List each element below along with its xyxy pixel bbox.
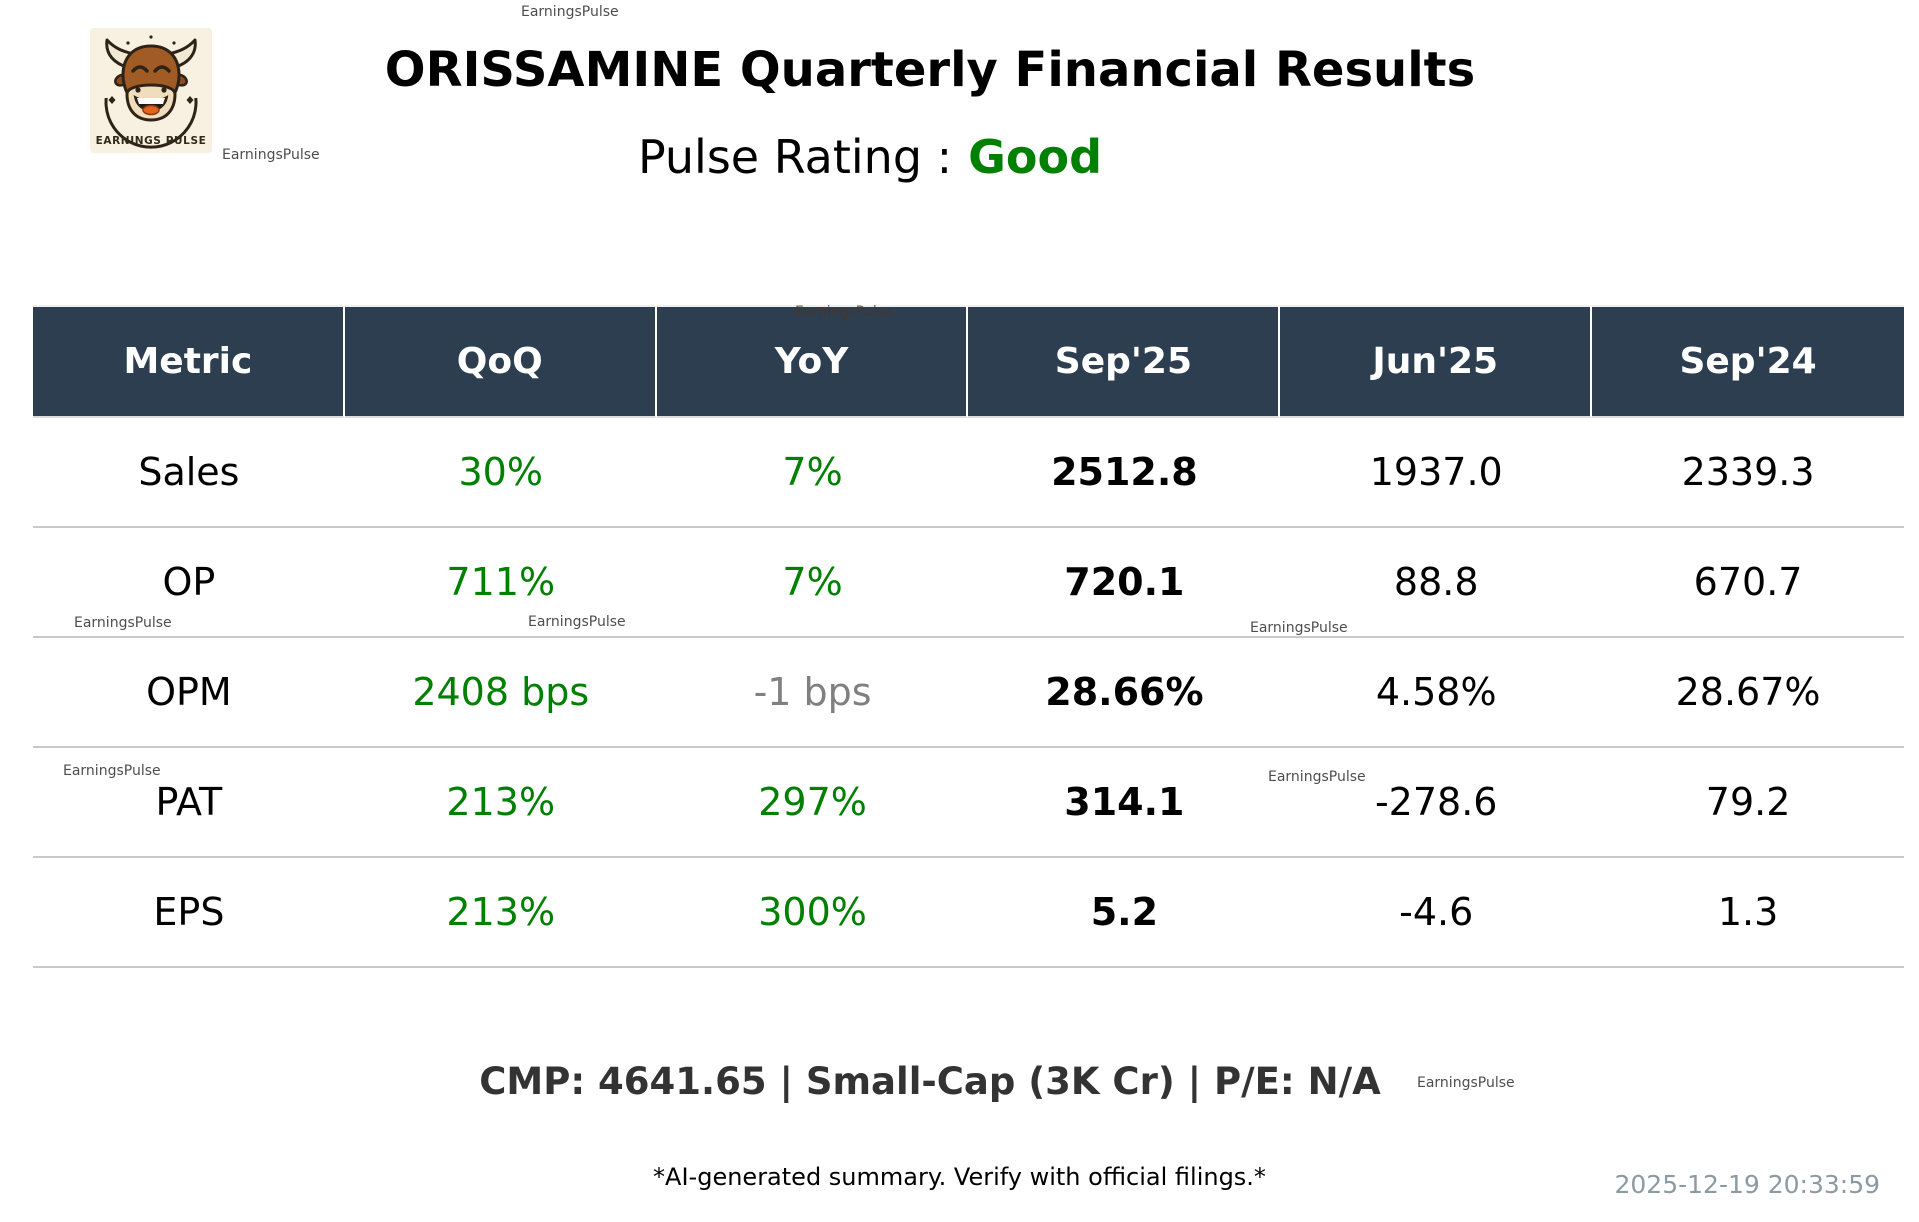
- sep25-cell: 2512.8: [968, 418, 1281, 528]
- table-row-op: OP 711% 7% 720.1 88.8 670.7: [33, 528, 1904, 638]
- sep25-cell: 5.2: [968, 858, 1281, 968]
- column-header-yoy: YoY: [656, 305, 969, 418]
- qoq-cell: 213%: [344, 748, 657, 858]
- brand-logo: EARNINGS PULSE: [90, 28, 212, 153]
- sep24-cell: 2339.3: [1592, 418, 1904, 528]
- jun25-cell: 1937.0: [1280, 418, 1593, 528]
- watermark: EarningsPulse: [1417, 1075, 1515, 1091]
- qoq-cell: 2408 bps: [344, 638, 657, 748]
- yoy-cell: 7%: [656, 418, 969, 528]
- metric-cell: OP: [33, 528, 345, 638]
- metric-cell: Sales: [33, 418, 345, 528]
- jun25-cell: 88.8: [1280, 528, 1593, 638]
- qoq-cell: 30%: [344, 418, 657, 528]
- jun25-cell: -4.6: [1280, 858, 1593, 968]
- cmp-summary: CMP: 4641.65 | Small-Cap (3K Cr) | P/E: …: [479, 1060, 1381, 1103]
- results-table: Metric QoQ YoY Sep'25 Jun'25 Sep'24 Sale…: [33, 305, 1904, 968]
- column-header-sep25: Sep'25: [968, 305, 1281, 418]
- sep24-cell: 28.67%: [1592, 638, 1904, 748]
- metric-cell: EPS: [33, 858, 345, 968]
- yoy-cell: 7%: [656, 528, 969, 638]
- pulse-rating: Pulse Rating : Good: [638, 130, 1102, 184]
- disclaimer-text: *AI-generated summary. Verify with offic…: [653, 1163, 1266, 1191]
- generated-timestamp: 2025-12-19 20:33:59: [1614, 1170, 1880, 1199]
- header-row: Metric QoQ YoY Sep'25 Jun'25 Sep'24: [33, 305, 1904, 418]
- qoq-cell: 711%: [344, 528, 657, 638]
- yoy-cell: 297%: [656, 748, 969, 858]
- bull-logo-icon: EARNINGS PULSE: [90, 28, 212, 153]
- table-row-sales: Sales 30% 7% 2512.8 1937.0 2339.3: [33, 418, 1904, 528]
- watermark: EarningsPulse: [222, 147, 320, 163]
- table-row-opm: OPM 2408 bps -1 bps 28.66% 4.58% 28.67%: [33, 638, 1904, 748]
- yoy-cell: 300%: [656, 858, 969, 968]
- column-header-sep24: Sep'24: [1592, 305, 1904, 418]
- sep24-cell: 670.7: [1592, 528, 1904, 638]
- jun25-cell: -278.6: [1280, 748, 1593, 858]
- sep25-cell: 28.66%: [968, 638, 1281, 748]
- qoq-cell: 213%: [344, 858, 657, 968]
- metric-cell: PAT: [33, 748, 345, 858]
- watermark: EarningsPulse: [521, 4, 619, 20]
- table-header: Metric QoQ YoY Sep'25 Jun'25 Sep'24: [33, 305, 1904, 418]
- pulse-rating-label: Pulse Rating :: [637, 130, 953, 184]
- sep24-cell: 1.3: [1592, 858, 1904, 968]
- table-row-pat: PAT 213% 297% 314.1 -278.6 79.2: [33, 748, 1904, 858]
- column-header-qoq: QoQ: [344, 305, 657, 418]
- table-row-eps: EPS 213% 300% 5.2 -4.6 1.3: [33, 858, 1904, 968]
- sep24-cell: 79.2: [1592, 748, 1904, 858]
- jun25-cell: 4.58%: [1280, 638, 1593, 748]
- page-title: ORISSAMINE Quarterly Financial Results: [384, 42, 1476, 98]
- yoy-cell: -1 bps: [656, 638, 969, 748]
- sep25-cell: 720.1: [968, 528, 1281, 638]
- logo-caption: EARNINGS PULSE: [96, 135, 207, 147]
- pulse-rating-value: Good: [968, 130, 1103, 184]
- sep25-cell: 314.1: [968, 748, 1281, 858]
- column-header-metric: Metric: [33, 305, 345, 418]
- metric-cell: OPM: [33, 638, 345, 748]
- column-header-jun25: Jun'25: [1280, 305, 1593, 418]
